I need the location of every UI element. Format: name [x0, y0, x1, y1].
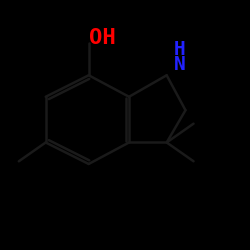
Text: H: H — [174, 40, 186, 59]
Text: OH: OH — [89, 28, 116, 48]
Text: N: N — [174, 55, 186, 74]
